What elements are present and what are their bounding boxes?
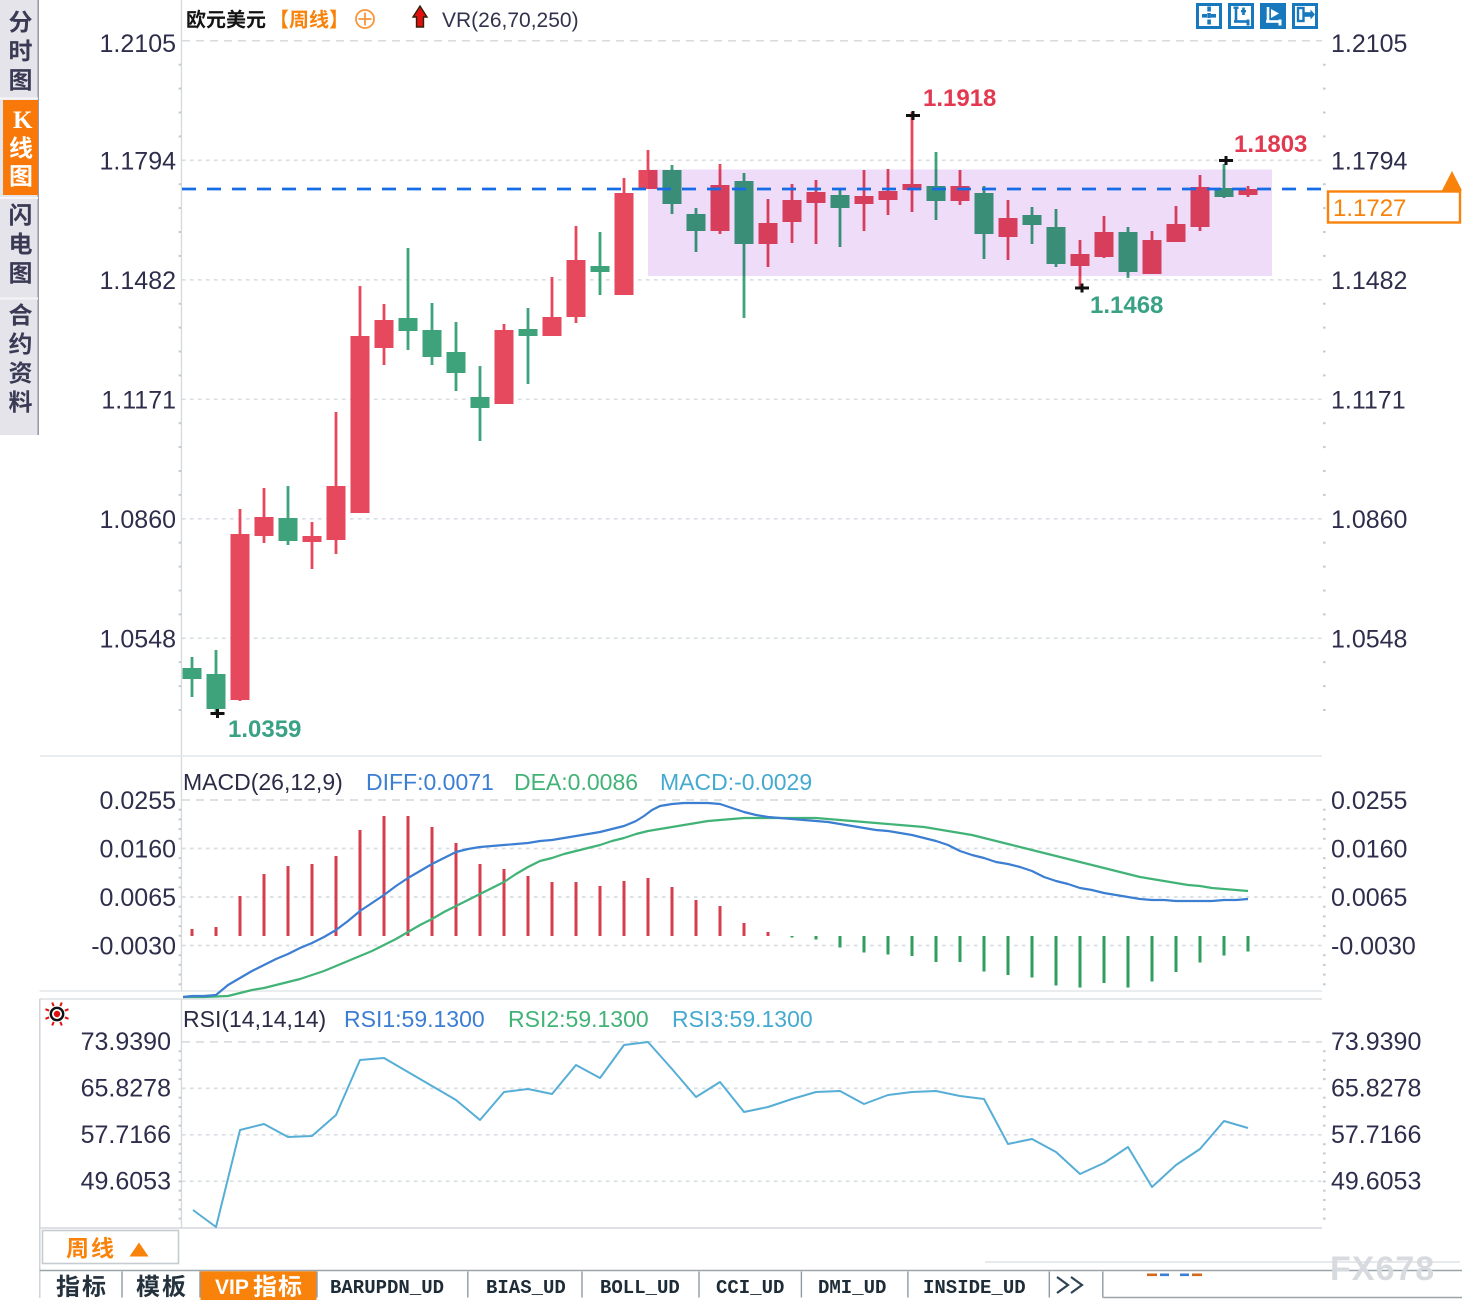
svg-text:73.9390: 73.9390 (1331, 1028, 1421, 1056)
svg-text:0.0255: 0.0255 (1331, 787, 1407, 815)
svg-text:1.0548: 1.0548 (100, 625, 176, 653)
svg-text:RSI3:59.1300: RSI3:59.1300 (672, 1006, 813, 1032)
svg-text:73.9390: 73.9390 (81, 1028, 171, 1056)
svg-text:K: K (13, 107, 33, 134)
svg-text:MACD(26,12,9): MACD(26,12,9) (183, 769, 343, 795)
svg-text:DEA:0.0086: DEA:0.0086 (514, 769, 638, 795)
svg-text:1.1482: 1.1482 (100, 267, 176, 295)
svg-text:1.2105: 1.2105 (100, 30, 176, 58)
svg-text:1.1171: 1.1171 (101, 386, 176, 414)
svg-text:1.1482: 1.1482 (1331, 267, 1407, 295)
svg-text:49.6053: 49.6053 (81, 1167, 171, 1195)
svg-text:1.1727: 1.1727 (1333, 195, 1406, 222)
svg-text:0.0160: 0.0160 (100, 836, 176, 864)
svg-text:1.1794: 1.1794 (1331, 147, 1408, 175)
svg-text:57.7166: 57.7166 (81, 1121, 171, 1149)
svg-text:CCI_UD: CCI_UD (716, 1277, 784, 1299)
svg-text:VR(26,70,250): VR(26,70,250) (442, 9, 579, 32)
svg-text:0.0065: 0.0065 (100, 884, 176, 912)
svg-text:1.0548: 1.0548 (1331, 625, 1407, 653)
svg-text:DIFF:0.0071: DIFF:0.0071 (366, 769, 494, 795)
svg-text:1.1803: 1.1803 (1234, 131, 1307, 158)
svg-text:57.7166: 57.7166 (1331, 1121, 1421, 1149)
svg-text:1.1468: 1.1468 (1090, 292, 1163, 319)
svg-text:DMI_UD: DMI_UD (818, 1277, 886, 1299)
svg-text:0.0065: 0.0065 (1331, 884, 1407, 912)
svg-text:1.0359: 1.0359 (228, 716, 301, 743)
svg-text:65.8278: 65.8278 (81, 1074, 171, 1102)
svg-text:BIAS_UD: BIAS_UD (486, 1277, 566, 1299)
svg-text:RSI(14,14,14): RSI(14,14,14) (183, 1006, 326, 1032)
svg-text:0.0160: 0.0160 (1331, 836, 1407, 864)
svg-text:-0.0030: -0.0030 (1331, 933, 1416, 961)
svg-text:-0.0030: -0.0030 (91, 933, 176, 961)
svg-text:RSI1:59.1300: RSI1:59.1300 (344, 1006, 485, 1032)
svg-text:BARUPDN_UD: BARUPDN_UD (330, 1277, 444, 1299)
svg-text:RSI2:59.1300: RSI2:59.1300 (508, 1006, 649, 1032)
svg-text:1.1918: 1.1918 (923, 85, 996, 112)
svg-text:INSIDE_UD: INSIDE_UD (923, 1277, 1026, 1299)
svg-text:1.1794: 1.1794 (100, 147, 177, 175)
svg-text:1.2105: 1.2105 (1331, 30, 1407, 58)
svg-text:BOLL_UD: BOLL_UD (600, 1277, 680, 1299)
svg-text:VIP: VIP (215, 1276, 249, 1299)
svg-text:1.1171: 1.1171 (1331, 386, 1406, 414)
svg-text:1.0860: 1.0860 (1331, 506, 1407, 534)
svg-text:FX678: FX678 (1330, 1250, 1435, 1288)
svg-text:MACD:-0.0029: MACD:-0.0029 (660, 769, 812, 795)
svg-text:1.0860: 1.0860 (100, 506, 176, 534)
svg-text:65.8278: 65.8278 (1331, 1074, 1421, 1102)
svg-text:0.0255: 0.0255 (100, 787, 176, 815)
svg-text:49.6053: 49.6053 (1331, 1167, 1421, 1195)
